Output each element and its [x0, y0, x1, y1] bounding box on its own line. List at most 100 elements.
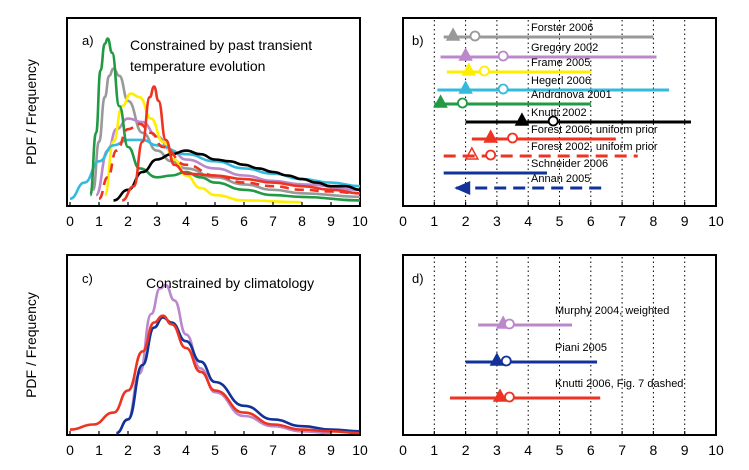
- range-label-forest-2006-uniform-prior: Forest 2006, uniform prior: [531, 124, 658, 136]
- x-tick-label: 0: [399, 442, 407, 458]
- pdf-line-knutti-2006-fig-7-dashed: [69, 314, 361, 435]
- x-tick-label: 9: [681, 213, 689, 229]
- x-tick-label: 7: [269, 442, 277, 458]
- panel-c-title: Constrained by climatology: [146, 275, 314, 291]
- pdf-line-piani-2005: [116, 316, 361, 435]
- x-tick-label: 3: [493, 213, 501, 229]
- x-tick-label: 5: [211, 213, 219, 229]
- pdf-line-frame-2005: [103, 92, 303, 204]
- x-tick-label: 9: [327, 442, 335, 458]
- x-tick-label: 4: [524, 213, 532, 229]
- mode-marker-andronova-2001: [433, 94, 448, 108]
- panel-a-title: Constrained by past transient: [130, 37, 312, 53]
- x-tick-label: 10: [708, 442, 724, 458]
- x-tick-label: 2: [462, 213, 470, 229]
- pdf-line-forest-2006-uniform-prior: [121, 85, 361, 202]
- panel-c-ylabel: PDF / Frequency: [23, 292, 39, 398]
- x-tick-label: 9: [681, 442, 689, 458]
- median-marker-andronova-2001: [457, 97, 468, 109]
- x-tick-label: 6: [240, 213, 248, 229]
- range-label-andronova-2001: Andronova 2001: [531, 89, 612, 101]
- panel-c-label: c): [82, 271, 93, 286]
- x-tick-label: 0: [399, 213, 407, 229]
- median-marker-murphy-2004-weighted: [504, 318, 515, 330]
- panel-a-label: a): [82, 33, 94, 48]
- panel-d-plot: Murphy 2004, weighted Piani 2005 Knutti 20…: [399, 257, 724, 458]
- panel-c-plot: 0 1 2 3 4 5 6 7 8 9 10: [66, 283, 368, 458]
- x-tick-label: 3: [493, 442, 501, 458]
- range-label-forster-2006: Forster 2006: [531, 22, 593, 34]
- range-label-gregory-2002: Gregory 2002: [531, 42, 598, 54]
- x-tick-label: 6: [240, 442, 248, 458]
- median-marker-frame-2005: [478, 65, 490, 77]
- x-tick-label: 9: [327, 213, 335, 229]
- mode-marker-gregory-2002: [458, 47, 473, 61]
- x-tick-label: 3: [153, 442, 161, 458]
- panel-a-plot: 0 1 2 3 4 5 6 7 8 9 10: [66, 37, 368, 229]
- x-tick-label: 7: [618, 442, 626, 458]
- mode-marker-piani-2005: [489, 352, 505, 366]
- median-marker-forest-2002-uniform-prior: [485, 149, 497, 161]
- x-tick-label: 10: [708, 213, 724, 229]
- panel-a-frame: [66, 17, 361, 207]
- x-tick-label: 10: [352, 213, 368, 229]
- panel-a-title-line2: temperature evolution: [130, 58, 265, 74]
- panel-d-label: d): [412, 271, 424, 286]
- x-tick-label: 2: [462, 442, 470, 458]
- range-label-knutti-2002: Knutti 2002: [531, 107, 587, 119]
- range-label-murphy-2004-weighted: Murphy 2004, weighted: [555, 305, 669, 317]
- pdf-line-knutti-2002: [113, 149, 361, 202]
- x-tick-label: 0: [66, 442, 74, 458]
- range-label-annan-2005: Annan 2005: [531, 173, 590, 185]
- range-label-hegerl-2006: Hegerl 2006: [531, 75, 591, 87]
- x-tick-label: 5: [556, 213, 564, 229]
- x-tick-label: 3: [153, 213, 161, 229]
- panel-c-frame: [66, 254, 361, 436]
- x-tick-label: 4: [524, 442, 532, 458]
- mode-marker-frame-2005: [461, 62, 476, 76]
- median-marker-piani-2005: [500, 355, 512, 367]
- arrow-head-annan-2005: [454, 181, 471, 195]
- panel-b-plot: Forster 2006 Gregory 2002 Frame 2005 Hegerl…: [399, 20, 724, 229]
- range-label-knutti-2006-fig-7-dashed: Knutti 2006, Fig. 7 dashed: [555, 378, 683, 390]
- x-tick-label: 10: [352, 442, 368, 458]
- range-label-forest-2002-uniform-prior: Forest 2002, uniform prior: [531, 141, 658, 153]
- x-tick-label: 5: [211, 442, 219, 458]
- range-label-frame-2005: Frame 2005: [531, 57, 590, 69]
- x-tick-label: 2: [124, 442, 132, 458]
- mode-marker-knutti-2006-fig-7-dashed: [492, 388, 508, 402]
- x-tick-label: 1: [430, 213, 438, 229]
- x-tick-label: 6: [587, 213, 595, 229]
- x-tick-label: 4: [182, 213, 190, 229]
- range-label-piani-2005: Piani 2005: [555, 342, 607, 354]
- x-tick-label: 1: [430, 442, 438, 458]
- median-marker-knutti-2006-fig-7-dashed: [504, 391, 515, 403]
- median-marker-gregory-2002: [497, 50, 509, 62]
- x-tick-label: 1: [95, 213, 103, 229]
- panel-a-ylabel: PDF / Frequency: [23, 59, 39, 165]
- x-tick-label: 6: [587, 442, 595, 458]
- x-tick-label: 7: [269, 213, 277, 229]
- range-label-schneider-2006: Schneider 2006: [531, 158, 608, 170]
- mode-marker-knutti-2002: [514, 112, 530, 126]
- x-tick-label: 7: [618, 213, 626, 229]
- pdf-line-murphy-2004-weighted: [116, 283, 332, 435]
- x-tick-label: 0: [66, 213, 74, 229]
- median-marker-forest-2006-uniform-prior: [507, 132, 518, 144]
- x-tick-label: 8: [650, 442, 658, 458]
- mode-marker-hegerl-2006: [458, 80, 473, 94]
- median-marker-knutti-2002: [547, 115, 559, 127]
- x-tick-label: 1: [95, 442, 103, 458]
- median-marker-hegerl-2006: [497, 83, 509, 95]
- x-tick-label: 2: [124, 213, 132, 229]
- x-tick-label: 8: [298, 442, 306, 458]
- median-marker-forster-2006: [469, 30, 481, 42]
- mode-marker-forest-2006-uniform-prior: [483, 129, 498, 143]
- x-tick-label: 8: [650, 213, 658, 229]
- mode-marker-forest-2002-uniform-prior: [464, 146, 480, 160]
- mode-marker-forster-2006: [445, 27, 461, 41]
- x-tick-label: 4: [182, 442, 190, 458]
- x-tick-label: 8: [298, 213, 306, 229]
- pdf-line-forest-2002-uniform-prior: [98, 122, 361, 200]
- x-tick-label: 5: [556, 442, 564, 458]
